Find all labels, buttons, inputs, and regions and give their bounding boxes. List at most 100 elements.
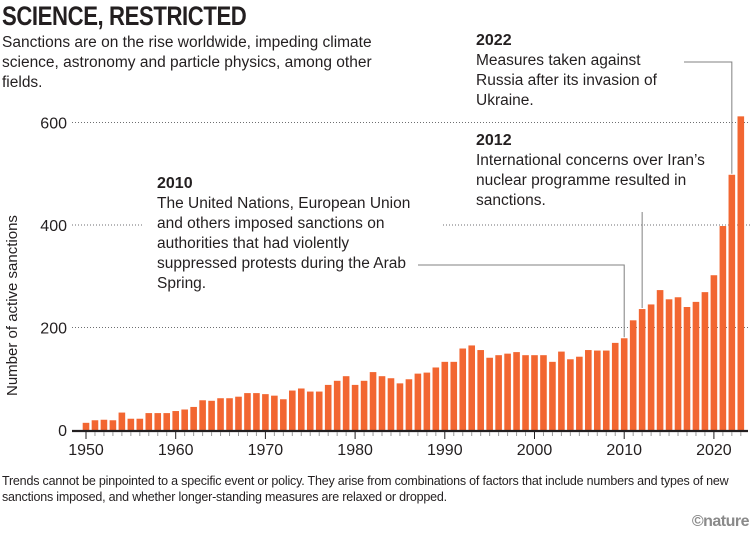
bar-2006 [585,350,592,430]
bar-1964 [208,400,215,430]
annotation-year: 2012 [476,132,512,149]
y-tick-label: 200 [40,321,67,338]
bar-1963 [199,400,206,430]
annotation-year: 2010 [157,175,193,192]
chart-title: SCIENCE, RESTRICTED [2,1,247,31]
annotation-text: International concerns over Iran’s nucle… [476,152,705,209]
bar-2005 [576,356,583,430]
bar-1957 [145,413,153,430]
bar-2013 [647,304,655,430]
annotation-leaders [418,61,733,338]
x-axis: 1950 1960 1970 1980 1990 2000 2010 2020 [68,429,748,459]
x-tick-label: 1950 [68,442,104,459]
bar-1993 [468,345,476,430]
bar-1951 [91,420,99,430]
bar-2014 [656,290,664,430]
bar-1959 [163,413,171,430]
bar-1965 [217,398,224,430]
bar-2008 [602,350,610,430]
bar-2021 [719,226,727,430]
bar-2023 [737,116,745,430]
bar-2016 [674,297,682,430]
bar-1999 [522,355,529,430]
bar-1987 [414,373,422,430]
annotation-2022: 2022 Measures taken against Russia after… [476,31,706,111]
bar-1992 [459,348,467,430]
bar-1998 [513,352,520,430]
bar-1971 [271,395,278,430]
bar-1954 [118,412,126,430]
bar-1997 [504,353,511,430]
bar-1979 [342,376,350,430]
bar-1955 [127,418,135,430]
bar-2017 [683,307,691,430]
x-tick-label: 2020 [696,442,732,459]
bar-1950 [82,422,90,430]
bar-1986 [405,379,413,430]
bar-2009 [611,342,619,430]
bar-1973 [289,390,296,430]
y-tick-label: 600 [40,116,67,133]
chart-subtitle: Sanctions are on the rise worldwide, imp… [2,34,372,91]
bar-2019 [701,292,709,430]
bar-1961 [181,409,188,430]
bar-1983 [378,376,386,430]
bar-1988 [423,372,431,430]
annotation-2010: 2010 The United Nations, European Union … [157,174,432,294]
bar-1970 [262,394,269,431]
bar-1975 [306,391,314,430]
bar-1981 [360,380,368,430]
bar-1974 [297,388,305,430]
gridlines [72,122,750,328]
bar-1952 [100,419,108,430]
bar-2011 [629,320,637,430]
bar-1967 [235,396,242,430]
annotation-2012: 2012 International concerns over Iran’s … [476,131,741,211]
footnote: Trends cannot be pinpointed to a specifi… [2,474,729,504]
leader-2010 [418,264,625,338]
bar-1980 [351,384,359,430]
bar-1953 [109,420,117,430]
bar-1977 [324,384,332,430]
bar-2022 [728,174,736,430]
bar-1966 [226,398,233,430]
bar-1984 [387,378,395,430]
bar-1972 [280,399,287,430]
bar-2000 [531,355,538,430]
bar-1991 [450,361,458,430]
nature-logo: ©nature [691,513,750,530]
bar-1978 [333,380,341,430]
leader-2022 [684,61,733,174]
bar-2018 [692,301,700,431]
bar-1962 [190,406,197,430]
x-tick-label: 1960 [158,442,194,459]
bar-1995 [486,357,493,430]
bar-1989 [432,367,440,430]
bar-2007 [593,350,601,430]
annotation-text: The United Nations, European Union and o… [157,195,411,292]
annotation-year: 2022 [476,32,512,49]
bar-2001 [540,355,547,430]
bars [82,116,745,431]
bar-1960 [172,411,179,430]
bar-1958 [154,413,162,430]
bar-1990 [441,361,449,430]
bar-2015 [665,299,673,430]
x-tick-label: 1970 [248,442,284,459]
bar-1994 [477,350,484,430]
x-tick-label: 2010 [606,442,642,459]
bar-2002 [549,361,556,430]
x-tick-label: 1980 [337,442,373,459]
bar-1956 [136,418,144,430]
y-tick-label: 400 [40,218,67,235]
bar-2003 [558,351,565,430]
bar-2004 [567,359,574,430]
y-tick-label: 0 [58,423,67,440]
bar-1969 [253,393,260,430]
x-tick-label: 1990 [427,442,463,459]
bar-1968 [244,393,251,430]
bar-1996 [495,355,502,430]
bar-1985 [396,383,404,430]
y-axis-ticks: 0 200 400 600 [40,116,67,441]
